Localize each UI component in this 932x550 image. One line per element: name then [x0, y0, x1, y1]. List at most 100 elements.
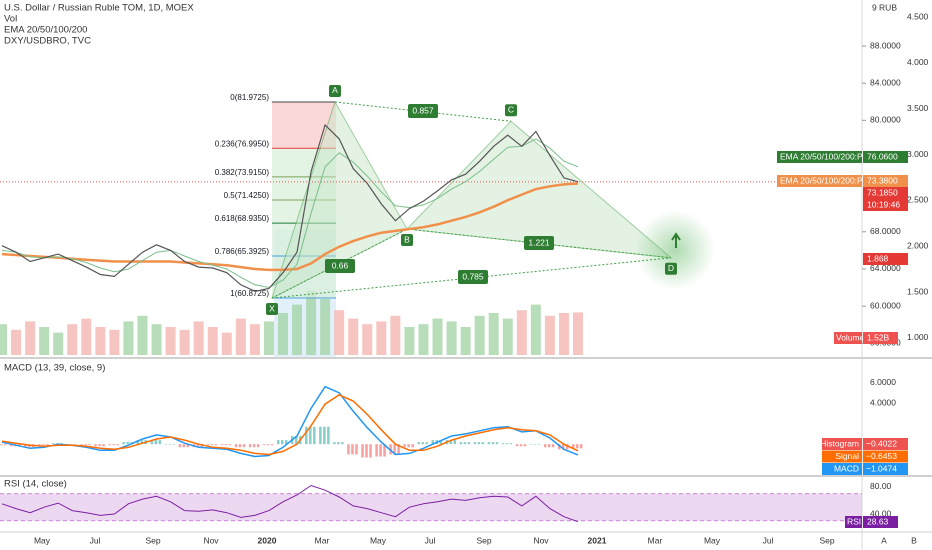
pane-title: RSI (14, close)	[4, 479, 67, 490]
histogram-bar	[337, 442, 340, 445]
label-value: 73.1850	[867, 187, 898, 197]
histogram-bar	[459, 442, 463, 445]
histogram-bar	[238, 444, 242, 448]
time-label: Nov	[533, 535, 549, 545]
histogram-bar	[74, 444, 77, 445]
histogram-bar	[182, 444, 186, 448]
volume-bar	[137, 315, 148, 355]
volume-bar	[11, 329, 22, 355]
fib-label: 0(81.9725)	[230, 93, 269, 102]
label-name-box	[845, 516, 862, 528]
histogram-bar	[481, 442, 485, 445]
histogram-bar	[487, 442, 491, 445]
label-name-box	[822, 438, 862, 450]
label-name: Histogram	[820, 438, 859, 448]
signal-line	[1, 394, 579, 456]
volume-bar	[320, 299, 331, 355]
histogram-bar	[248, 444, 252, 448]
histogram-bar	[495, 442, 499, 445]
label-value-box	[863, 332, 898, 344]
volume-bar	[306, 290, 317, 355]
volume-bar	[432, 318, 443, 355]
volume-bar	[530, 304, 541, 355]
histogram-bar	[116, 444, 119, 446]
label-name: EMA 20/50/100/200:Plot	[780, 151, 872, 161]
pattern-point-label: A	[332, 85, 338, 95]
volume-bar	[474, 315, 485, 355]
time-label: Mar	[315, 535, 330, 545]
y-tick-label: 4.0000	[870, 397, 896, 407]
y-tick-label: 40.00	[870, 508, 892, 518]
histogram-bar	[375, 444, 378, 457]
histogram-bar	[505, 443, 509, 445]
fib-label: 0.5(71.4250)	[224, 191, 270, 200]
volume-bar	[362, 324, 373, 355]
histogram-bar	[557, 444, 561, 450]
histogram-bar	[10, 444, 13, 447]
histogram-bar	[84, 444, 87, 446]
histogram-bar	[491, 442, 495, 445]
time-label: May	[34, 535, 51, 545]
histogram-bar	[126, 442, 129, 445]
volume-bar	[376, 321, 387, 355]
histogram-bar	[509, 443, 513, 445]
histogram-bar	[305, 426, 308, 445]
volume-bar	[179, 329, 190, 355]
time-label: May	[704, 535, 721, 545]
histogram-bar	[60, 443, 63, 445]
y-tick-label: 64.0000	[870, 263, 901, 273]
label-name: RSI	[847, 516, 861, 526]
corner-button: B	[911, 535, 917, 545]
ratio-badge	[458, 270, 488, 284]
label-value: −1.0474	[866, 463, 897, 473]
histogram-bar	[473, 442, 477, 445]
legend-line: DXY/USDBRO, TVC	[4, 36, 91, 47]
time-label: 2021	[588, 535, 607, 545]
volume-bar	[263, 321, 274, 355]
histogram-bar	[467, 442, 471, 445]
histogram-bar	[407, 444, 410, 448]
histogram-bar	[543, 444, 547, 448]
label-name-box	[822, 463, 862, 475]
label-value: 28.63	[867, 516, 889, 526]
volume-bar	[39, 327, 50, 355]
volume-bar	[25, 321, 36, 355]
volume-bar	[207, 327, 218, 355]
histogram-bar	[341, 442, 344, 445]
histogram-bar	[256, 444, 260, 448]
volume-bar	[404, 327, 415, 355]
time-label: Nov	[203, 535, 219, 545]
histogram-bar	[42, 444, 45, 446]
histogram-bar	[112, 444, 115, 446]
histogram-bar	[80, 444, 83, 446]
volume-bar	[334, 310, 345, 355]
volume-bar	[193, 321, 204, 355]
time-label: Sep	[145, 535, 160, 545]
dxy-tick-label: 2.000	[907, 241, 929, 251]
histogram-bar	[572, 444, 575, 449]
histogram-bar	[319, 426, 322, 445]
volume-bar	[502, 318, 513, 355]
ratio-badge	[524, 236, 554, 250]
pattern-point-label: B	[404, 234, 410, 244]
pattern-point-badge	[665, 262, 677, 275]
histogram-bar	[580, 444, 583, 449]
y-tick-label: 6.0000	[870, 377, 896, 387]
y-tick-label: 68.0000	[870, 226, 901, 236]
histogram-bar	[403, 444, 406, 448]
histogram-bar	[164, 444, 168, 445]
histogram-bar	[323, 426, 326, 445]
label-name-box	[822, 450, 862, 463]
histogram-bar	[150, 440, 154, 445]
histogram-bar	[228, 444, 232, 446]
pattern-point-label: X	[269, 303, 275, 313]
ratio-label: 0.857	[412, 105, 434, 115]
histogram-bar	[295, 435, 298, 445]
volume-bar	[558, 313, 569, 355]
volume-bar	[123, 321, 134, 355]
volume-bar	[390, 315, 401, 355]
label-value-box	[863, 463, 908, 475]
histogram-bar	[533, 444, 537, 445]
histogram-bar	[210, 444, 214, 446]
